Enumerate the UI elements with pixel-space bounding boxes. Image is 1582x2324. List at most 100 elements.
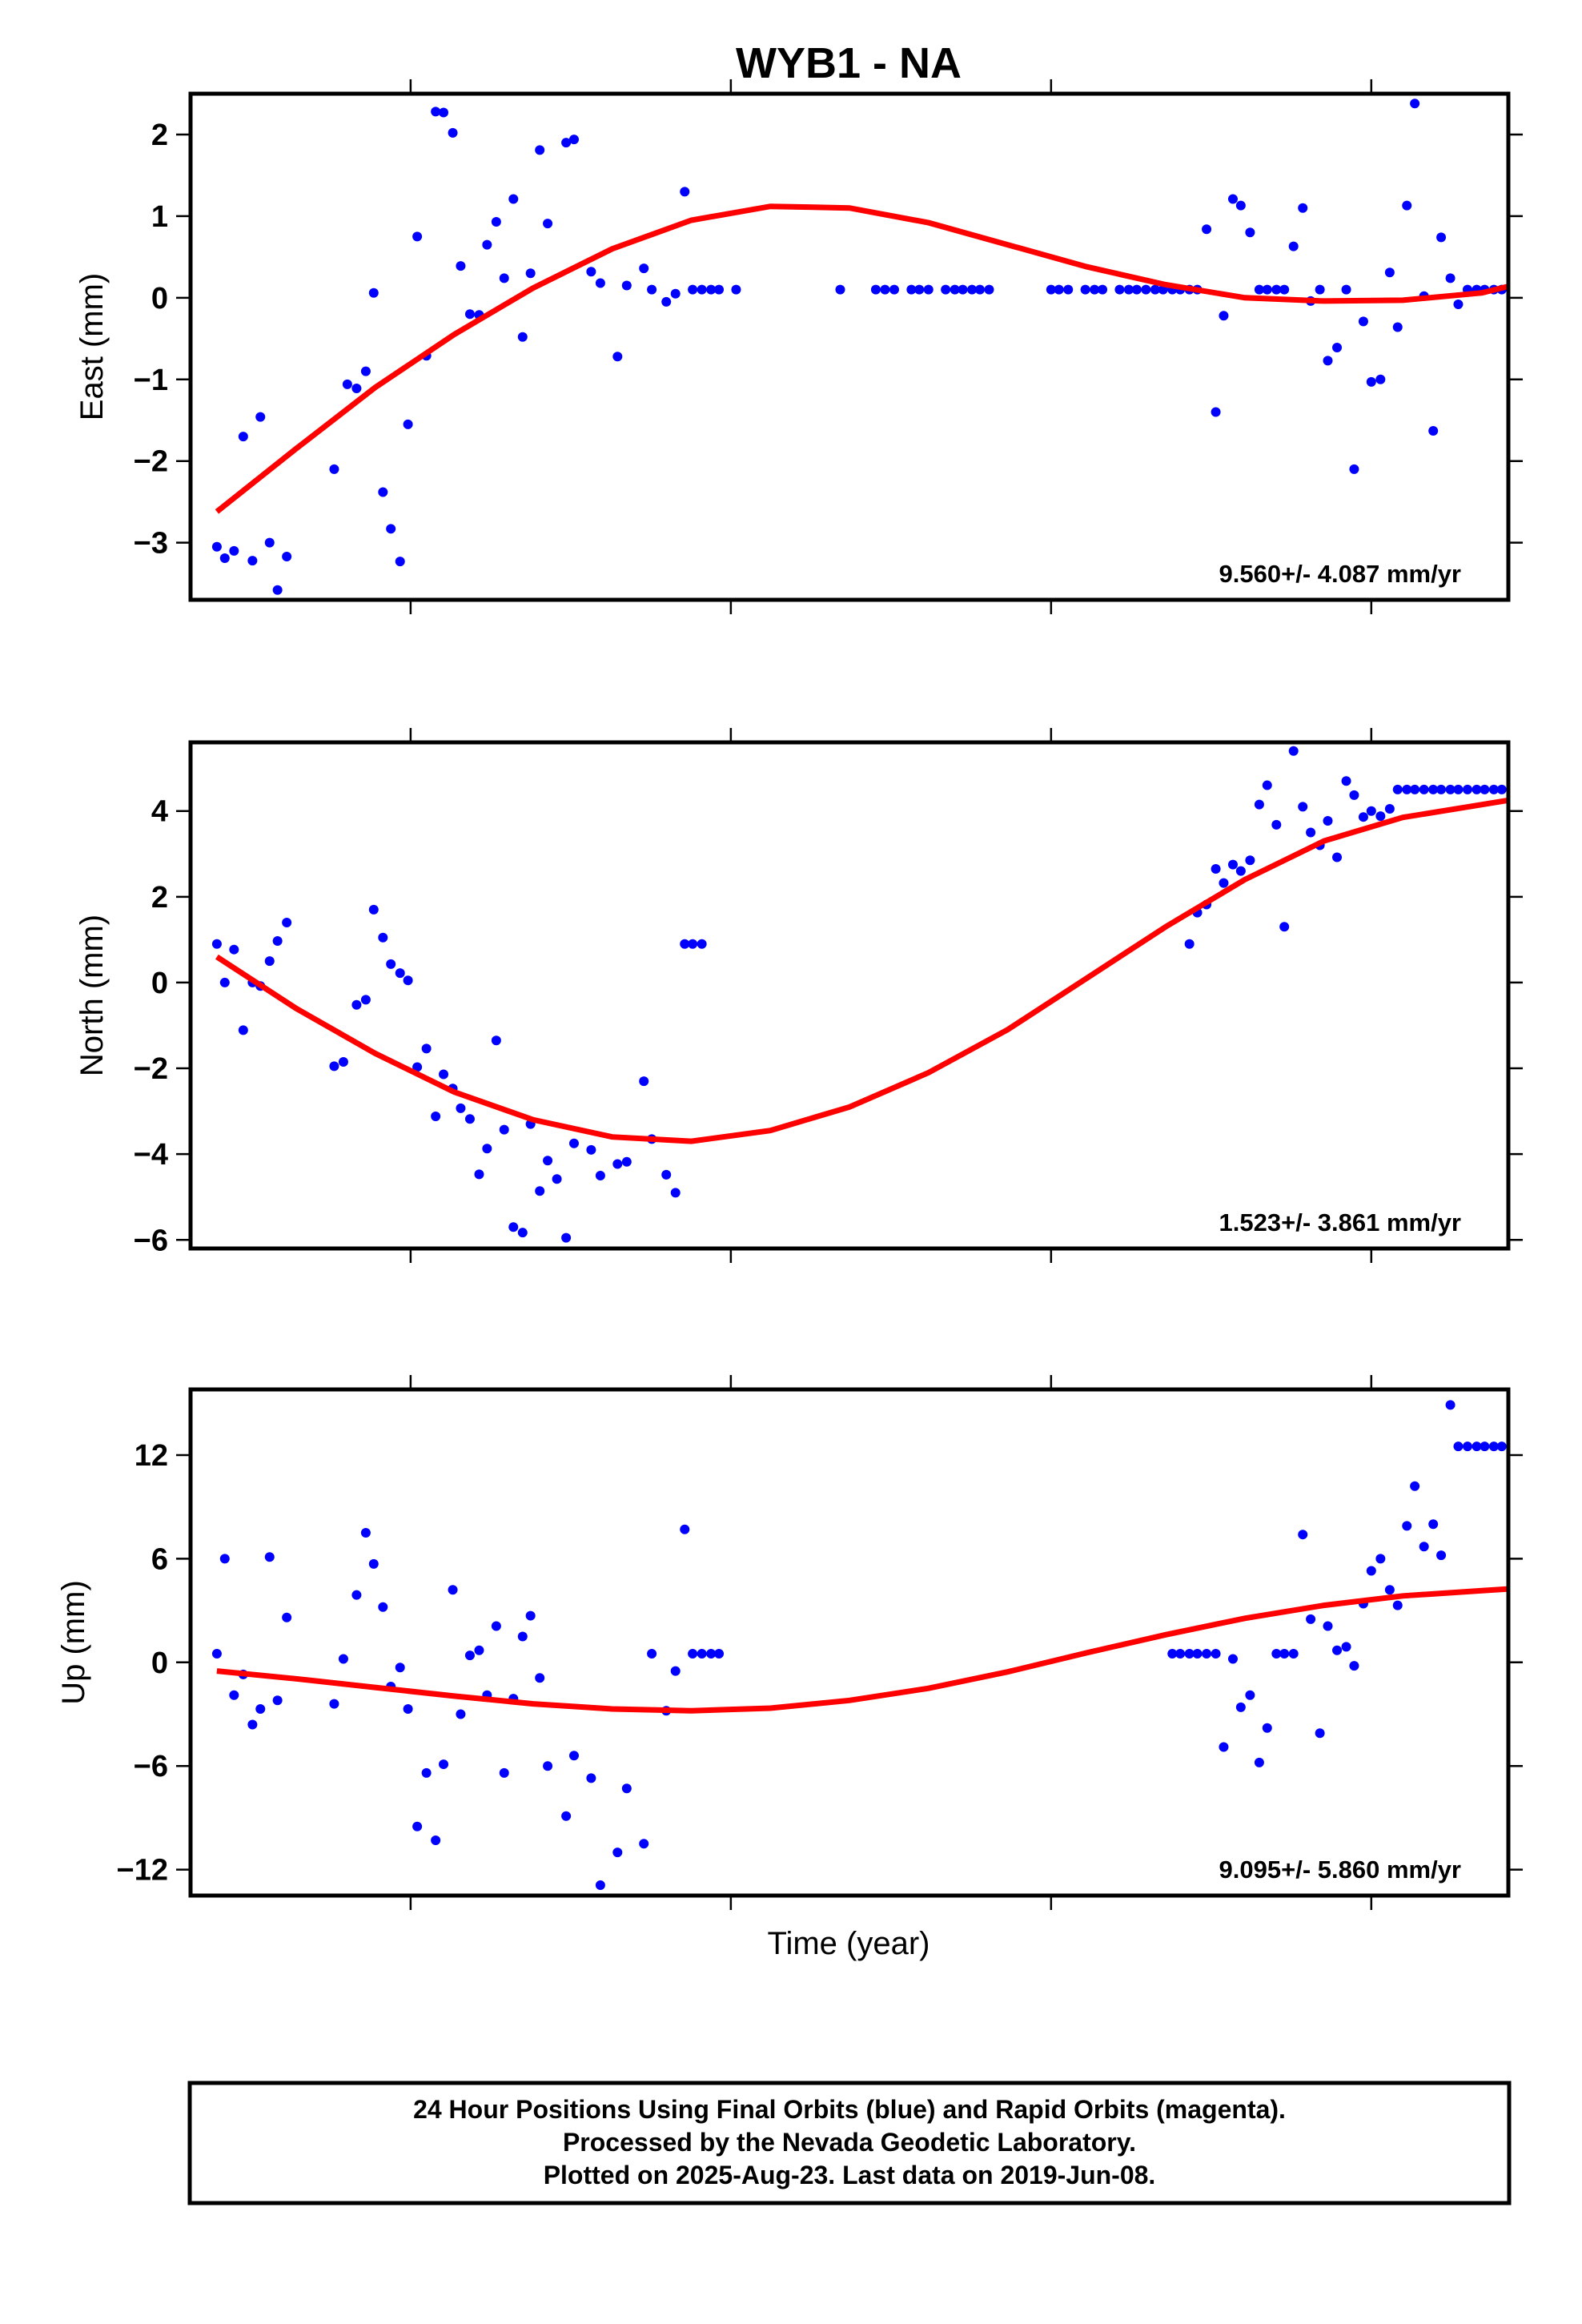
up-data-point	[1192, 1649, 1203, 1659]
up-axis-frame	[188, 1387, 1511, 1898]
up-data-point	[1472, 1441, 1482, 1452]
north-ylabel: North (mm)	[74, 915, 110, 1076]
north-data-point	[1392, 784, 1403, 794]
north-data-point	[670, 1188, 681, 1198]
north-data-point	[1271, 819, 1282, 830]
north-data-point	[639, 1076, 649, 1087]
up-data-point	[612, 1848, 623, 1858]
east-data-point	[958, 284, 968, 295]
east-data-point	[974, 284, 985, 295]
east-data-point	[431, 107, 441, 117]
up-data-point	[1245, 1690, 1255, 1700]
north-axis-frame	[188, 740, 1511, 1251]
north-data-point	[238, 1025, 248, 1035]
up-data-point	[670, 1666, 681, 1676]
east-data-point	[1445, 273, 1456, 283]
east-data-point	[238, 432, 248, 442]
east-data-point	[211, 541, 222, 552]
up-rate-label: 9.095+/- 5.860 mm/yr	[1219, 1856, 1461, 1884]
up-data-point	[697, 1649, 707, 1659]
up-data-point	[1271, 1649, 1282, 1659]
north-data-point	[612, 1159, 623, 1169]
north-data-point	[1428, 784, 1439, 794]
east-data-point	[612, 352, 623, 362]
up-data-point	[1227, 1654, 1238, 1664]
east-data-point	[1262, 284, 1272, 295]
north-data-point	[1496, 784, 1507, 794]
north-data-point	[688, 939, 698, 949]
north-data-point	[491, 1035, 501, 1046]
up-data-point	[1402, 1521, 1412, 1531]
east-data-point	[1384, 267, 1395, 278]
up-data-point	[219, 1554, 230, 1564]
up-data-point	[368, 1558, 379, 1569]
north-data-point	[1279, 922, 1290, 932]
east-data-point	[670, 288, 681, 299]
east-data-point	[368, 287, 379, 298]
up-data-point	[491, 1621, 501, 1631]
up-data-point	[229, 1690, 239, 1700]
up-data-point	[680, 1524, 690, 1534]
up-data-point	[1279, 1649, 1290, 1659]
east-data-point	[1358, 316, 1368, 327]
north-data-point	[1472, 784, 1482, 794]
footer-line-2: Processed by the Nevada Geodetic Laborat…	[563, 2128, 1136, 2157]
north-y-tick-label: 4	[151, 795, 168, 829]
up-data-point	[395, 1663, 405, 1673]
north-data-point	[517, 1228, 528, 1238]
east-data-point	[543, 219, 553, 229]
east-data-point	[880, 284, 890, 295]
north-data-point	[395, 968, 405, 979]
east-data-point	[1131, 284, 1142, 295]
east-data-point	[1410, 99, 1420, 109]
east-y-tick-label: 0	[151, 282, 168, 316]
up-data-point	[568, 1751, 579, 1761]
up-data-point	[1332, 1645, 1343, 1655]
east-data-point	[950, 284, 960, 295]
north-data-point	[386, 959, 396, 969]
north-data-point	[661, 1169, 672, 1180]
east-data-point	[351, 383, 362, 393]
north-data-point	[1262, 780, 1272, 790]
up-data-point	[448, 1585, 458, 1595]
north-data-point	[1288, 746, 1299, 756]
up-data-point	[525, 1610, 536, 1621]
north-data-point	[338, 1057, 348, 1068]
up-data-point	[1436, 1550, 1447, 1561]
east-y-tick-label: 1	[151, 200, 168, 234]
north-data-point	[431, 1112, 441, 1122]
east-data-point	[1341, 284, 1351, 295]
up-data-point	[255, 1704, 266, 1715]
east-data-point	[1090, 284, 1100, 295]
east-data-point	[1098, 284, 1108, 295]
north-data-point	[1245, 855, 1255, 866]
north-data-point	[1384, 804, 1395, 814]
north-data-point	[1211, 864, 1221, 874]
east-data-point	[499, 273, 509, 283]
east-fit-line	[215, 203, 1509, 514]
up-data-point	[403, 1704, 413, 1715]
east-data-point	[342, 379, 352, 389]
north-data-point	[1254, 799, 1264, 810]
east-data-point	[586, 267, 596, 277]
up-data-point	[272, 1695, 283, 1706]
east-data-point	[1245, 227, 1255, 238]
east-data-point	[706, 284, 717, 295]
east-data-point	[561, 138, 572, 148]
up-data-point	[360, 1528, 371, 1538]
north-data-point	[412, 1062, 423, 1072]
north-data-point	[1462, 784, 1472, 794]
up-data-point	[1288, 1649, 1299, 1659]
up-data-point	[595, 1880, 605, 1891]
north-data-point	[456, 1103, 466, 1113]
north-data-point	[1184, 939, 1195, 949]
north-data-point	[1219, 878, 1229, 888]
north-data-point	[421, 1043, 432, 1054]
east-y-tick-label: −1	[134, 364, 168, 397]
east-data-point	[403, 419, 413, 429]
up-data-point	[561, 1811, 572, 1821]
east-data-point	[1141, 284, 1151, 295]
east-data-point	[1211, 407, 1221, 417]
east-y-tick-label: 2	[151, 119, 168, 152]
